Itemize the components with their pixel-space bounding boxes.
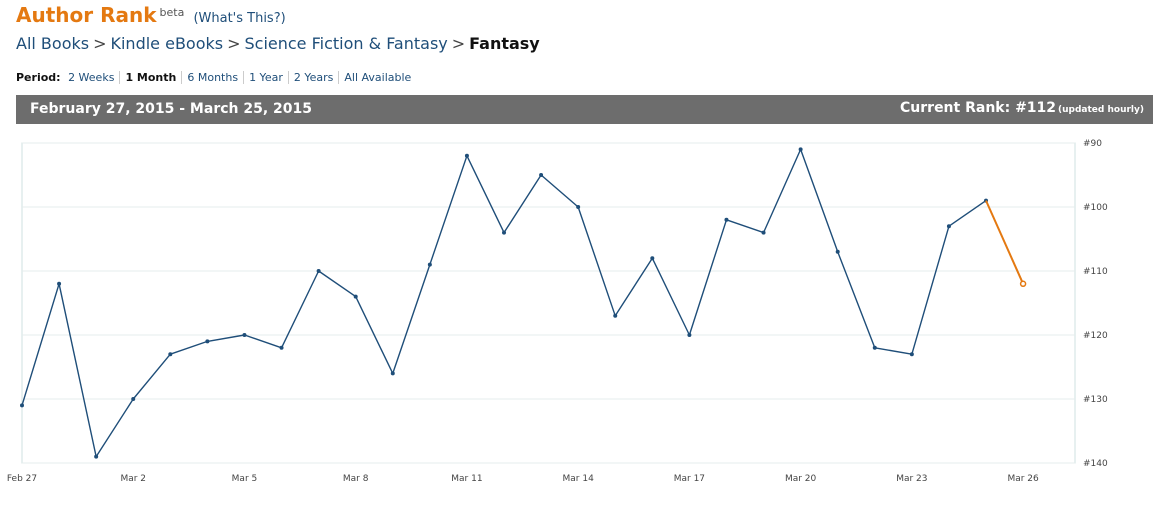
rank-point [94,454,99,459]
rank-point [464,153,469,158]
rank-point [57,281,62,286]
current-rank-point [1019,280,1027,288]
updated-note: (updated hourly) [1058,105,1144,115]
rank-chart: #90 #100 #110 #120 #130 #140 Feb 27 Mar 2 Mar 5 M… [7,139,1108,484]
period-1-year[interactable]: 1 Year [243,71,288,84]
rank-point [872,345,877,350]
rank-point [242,333,247,337]
period-label: Period: [16,71,61,84]
rank-point [353,294,358,299]
current-series-line [985,200,1025,285]
beta-badge: beta [159,6,185,19]
x-tick-label: Feb 27 [7,474,37,484]
y-tick-label: #90 [1083,139,1102,149]
x-tick-label: Mar 14 [563,474,595,484]
rank-point [279,345,284,350]
rank-point [650,256,655,261]
whats-this-link[interactable]: (What's This?) [193,11,286,26]
breadcrumb-all-books[interactable]: All Books [16,34,90,53]
rank-point [427,262,432,267]
rank-point [724,217,729,222]
y-tick-label: #110 [1083,267,1108,277]
rank-point [20,403,24,408]
rank-point [761,230,766,235]
page-title: Author Rank [16,3,157,27]
x-tick-label: Mar 17 [674,474,705,484]
current-rank: Current Rank: #112 (updated hourly) [900,100,1144,116]
breadcrumb-separator: > [227,34,241,53]
breadcrumb: All Books > Kindle eBooks > Science Fiction … [16,34,540,53]
plot-area [21,142,1076,464]
rank-point [168,352,173,357]
x-tick-label: Mar 23 [896,474,927,484]
breadcrumb-current: Fantasy [469,34,540,53]
rank-point [687,333,692,337]
rank-point [539,173,544,177]
period-6-months[interactable]: 6 Months [181,71,244,84]
date-range-bar: February 27, 2015 - March 25, 2015 Curre… [16,95,1153,124]
rank-point [390,371,395,376]
breadcrumb-scifi-fantasy[interactable]: Science Fiction & Fantasy [244,34,448,53]
period-all-available[interactable]: All Available [338,71,417,84]
rank-point [798,147,803,152]
x-tick-label: Mar 20 [785,474,817,484]
current-rank-value: Current Rank: #112 [900,100,1057,116]
rank-point [613,313,618,318]
period-2-years[interactable]: 2 Years [287,71,339,84]
rank-point [316,269,321,273]
rank-point [835,249,840,254]
breadcrumb-separator: > [451,34,466,53]
rank-point [946,224,951,229]
rank-point [131,397,136,401]
y-tick-label: #100 [1083,203,1108,213]
period-selector: Period: 2 Weeks 1 Month 6 Months 1 Year 2 Ye… [16,71,417,84]
x-tick-label: Mar 11 [451,474,482,484]
x-tick-label: Mar 8 [343,474,369,484]
y-tick-label: #130 [1083,395,1108,405]
x-tick-label: Mar 2 [120,474,146,484]
date-range: February 27, 2015 - March 25, 2015 [30,101,312,117]
period-2-weeks[interactable]: 2 Weeks [68,71,115,84]
breadcrumb-separator: > [93,34,107,53]
rank-point [909,352,914,357]
rank-point [205,339,210,344]
rank-point [576,205,581,209]
y-tick-label: #140 [1083,459,1108,469]
y-tick-label: #120 [1083,331,1108,341]
x-tick-label: Mar 5 [232,474,258,484]
breadcrumb-kindle-ebooks[interactable]: Kindle eBooks [110,34,224,53]
title-row: Author Rank beta (What's This?) [16,3,286,27]
period-1-month[interactable]: 1 Month [119,71,182,84]
x-tick-label: Mar 26 [1007,474,1039,484]
rank-point [502,230,507,235]
